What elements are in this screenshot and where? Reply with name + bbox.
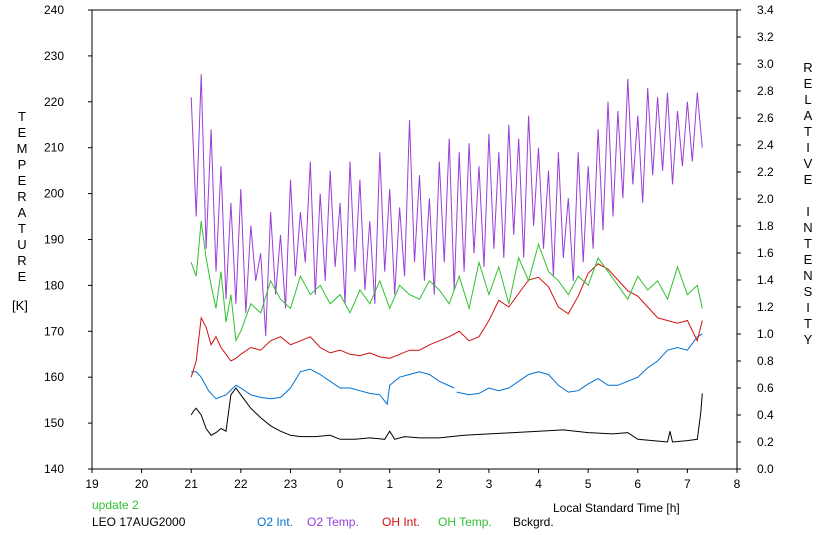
x-tick-label: 3	[486, 477, 493, 491]
y-left-unit-label: [K]	[12, 298, 28, 313]
y-left-tick-label: 190	[44, 233, 64, 247]
y-right-label-letter: Y	[803, 332, 813, 347]
x-tick-label: 22	[234, 477, 248, 491]
legend-item: Bckgrd.	[513, 515, 554, 529]
y-left-tick-label: 220	[44, 95, 64, 109]
y-right-tick-label: 3.4	[757, 3, 774, 17]
y-right-tick-label: 2.0	[757, 192, 774, 206]
y-right-tick-label: 0.4	[757, 408, 774, 422]
legend-item: O2 Int.	[257, 515, 294, 529]
y-right-label-letter: E	[803, 76, 813, 91]
x-tick-label: 8	[734, 477, 741, 491]
y-right-label-letter: I	[806, 300, 810, 315]
series-line-o2-int	[456, 333, 703, 396]
y-right-tick-label: 2.2	[757, 165, 774, 179]
y-right-label-letter: S	[803, 284, 813, 299]
y-left-tick-label: 210	[44, 141, 64, 155]
x-tick-label: 2	[436, 477, 443, 491]
y-left-label-letter: A	[17, 205, 27, 220]
y-left-tick-label: 160	[44, 370, 64, 384]
station-date-label: LEO 17AUG2000	[92, 515, 186, 529]
legend-item: OH Int.	[382, 515, 421, 529]
y-right-label-letter: E	[803, 172, 813, 187]
y-right-label-letter: T	[804, 236, 812, 251]
x-tick-label: 23	[284, 477, 298, 491]
y-right-label-letter: T	[804, 316, 812, 331]
y-left-label-letter: T	[18, 221, 26, 236]
y-left-label-letter: U	[17, 237, 27, 252]
y-right-label-letter: I	[806, 140, 810, 155]
x-tick-label: 5	[585, 477, 592, 491]
y-left-tick-label: 230	[44, 49, 64, 63]
y-right-tick-label: 1.2	[757, 300, 774, 314]
axis-ticks: 19 20 21 22 23 0 1 2 3 4 5 6 7 8140150160170180190200…	[44, 3, 774, 491]
series-line-oh-int	[190, 263, 703, 378]
y-right-tick-label: 3.0	[757, 57, 774, 71]
y-left-label-letter: M	[16, 141, 28, 156]
y-left-label-letter: P	[17, 157, 27, 172]
y-right-label-letter: N	[803, 220, 813, 235]
update-label: update 2	[92, 498, 139, 512]
y-right-tick-label: 3.2	[757, 30, 774, 44]
y-left-label-letter: T	[18, 109, 26, 124]
y-right-tick-label: 1.4	[757, 273, 774, 287]
y-right-label-letter: I	[806, 204, 810, 219]
legend-item: OH Temp.	[438, 515, 492, 529]
x-tick-label: 7	[684, 477, 691, 491]
series-line-bckgrd	[190, 387, 703, 443]
y-left-tick-label: 140	[44, 462, 64, 476]
y-right-tick-label: 1.6	[757, 246, 774, 260]
y-left-label-letter: E	[17, 125, 27, 140]
x-tick-label: 21	[185, 477, 199, 491]
y-left-label-letter: R	[17, 253, 27, 268]
y-left-tick-label: 180	[44, 278, 64, 292]
x-tick-label: 0	[337, 477, 344, 491]
x-tick-label: 4	[535, 477, 542, 491]
legend-item: O2 Temp.	[307, 515, 359, 529]
y-right-tick-label: 2.6	[757, 111, 774, 125]
y-right-tick-label: 0.2	[757, 435, 774, 449]
y-right-tick-label: 2.8	[757, 84, 774, 98]
y-right-label-letter: N	[803, 268, 813, 283]
y-left-tick-label: 150	[44, 416, 64, 430]
x-tick-label: 6	[634, 477, 641, 491]
y-left-tick-label: 170	[44, 324, 64, 338]
y-right-label-letter: L	[804, 92, 812, 107]
x-tick-label: 1	[386, 477, 393, 491]
series-layer	[190, 74, 703, 443]
y-right-tick-label: 1.0	[757, 327, 774, 341]
y-right-label-letter: T	[804, 124, 812, 139]
y-right-label-letter: E	[803, 252, 813, 267]
x-tick-label: 20	[135, 477, 149, 491]
plot-frame	[91, 9, 738, 470]
x-axis-label: Local Standard Time [h]	[553, 501, 680, 515]
y-right-tick-label: 1.8	[757, 219, 774, 233]
y-left-tick-label: 240	[44, 3, 64, 17]
y-left-label-letter: R	[17, 189, 27, 204]
y-left-label-letter: E	[17, 173, 27, 188]
y-right-label-letter: A	[803, 108, 813, 123]
series-line-o2-int	[191, 368, 455, 406]
y-right-tick-label: 0.8	[757, 354, 774, 368]
y-right-label-letter: V	[803, 156, 813, 171]
series-line-o2-temp	[190, 74, 703, 336]
y-left-label-letter: E	[17, 269, 27, 284]
y-right-label-letter: R	[803, 60, 813, 75]
x-tick-label: 19	[85, 477, 99, 491]
y-right-tick-label: 2.4	[757, 138, 774, 152]
y-right-tick-label: 0.0	[757, 462, 774, 476]
y-left-tick-label: 200	[44, 187, 64, 201]
series-line-oh-temp	[190, 221, 703, 343]
y-right-tick-label: 0.6	[757, 381, 774, 395]
